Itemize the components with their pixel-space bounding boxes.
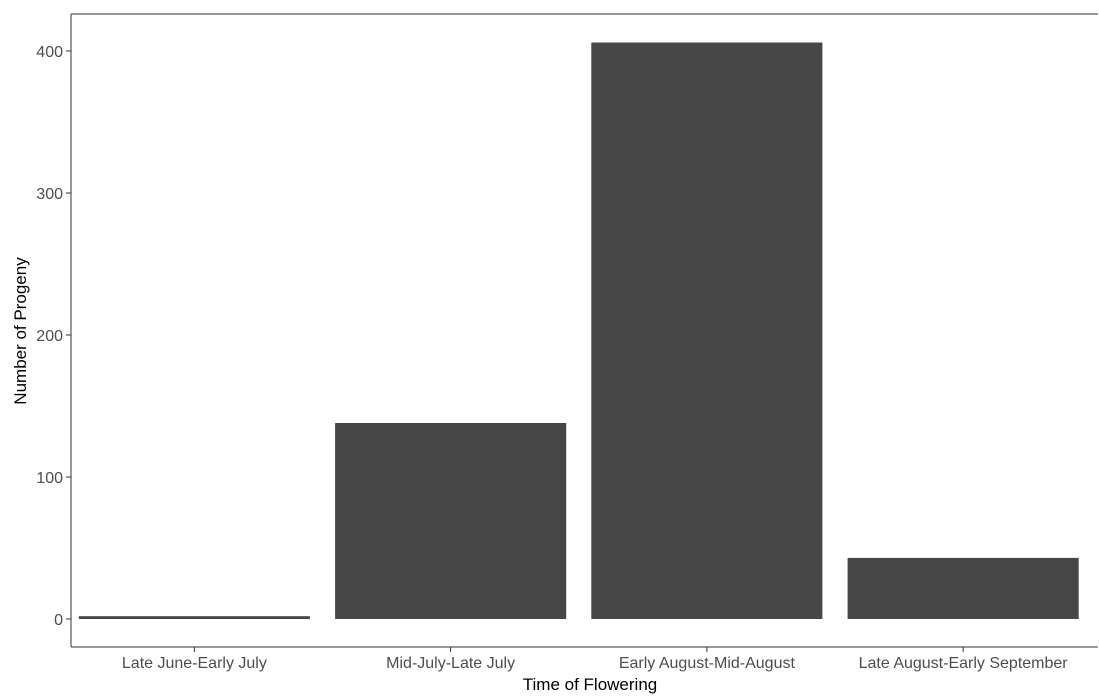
y-tick-label-100: 100 xyxy=(36,470,63,487)
y-axis-title: Number of Progeny xyxy=(11,257,30,405)
x-axis: Late June-Early July Mid-July-Late July Ea… xyxy=(122,647,1068,672)
plot-panel xyxy=(70,13,1098,648)
y-tick-label-400: 400 xyxy=(36,44,63,61)
bar-4 xyxy=(847,557,1079,619)
x-tick-label-4: Late August-Early September xyxy=(859,655,1069,672)
x-tick-label-1: Late June-Early July xyxy=(122,655,267,672)
bar-2 xyxy=(335,423,567,619)
bar-3 xyxy=(591,42,823,619)
x-tick-label-2: Mid-July-Late July xyxy=(386,655,515,672)
bar-1 xyxy=(78,616,310,619)
y-tick-label-0: 0 xyxy=(54,612,63,629)
y-tick-label-200: 200 xyxy=(36,328,63,345)
bars-group xyxy=(78,42,1079,619)
x-tick-label-3: Early August-Mid-August xyxy=(619,655,796,672)
y-axis: 0 100 200 300 400 xyxy=(36,44,71,629)
y-tick-label-300: 300 xyxy=(36,186,63,203)
x-axis-title: Time of Flowering xyxy=(523,675,657,694)
